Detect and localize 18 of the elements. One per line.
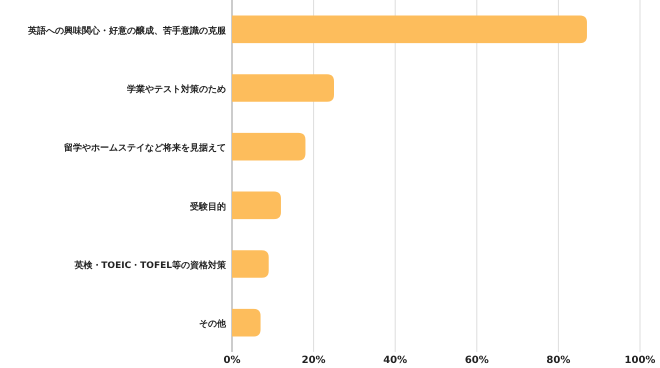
y-tick-label: 学業やテスト対策のため [127, 84, 226, 95]
y-tick-label: 留学やホームステイなど将来を見据えて [64, 142, 226, 154]
y-tick-label: その他 [199, 318, 227, 330]
y-tick-label: 英語への興味関心・好意の醸成、苦手意識の克服 [27, 25, 227, 36]
x-tick-label: 60% [464, 355, 489, 366]
bar [232, 132, 306, 160]
bar [232, 250, 269, 278]
bar [232, 192, 281, 220]
x-tick-label: 100% [624, 355, 656, 366]
x-tick-label: 40% [383, 355, 408, 366]
y-tick-label: 受験目的 [189, 201, 226, 212]
bar [232, 16, 587, 44]
x-tick-label: 20% [302, 355, 326, 366]
bar [232, 308, 261, 336]
x-tick-label: 0% [224, 355, 240, 366]
bar [232, 74, 334, 102]
y-tick-label: 英検・TOEIC・TOFEL等の資格対策 [73, 260, 227, 271]
x-tick-label: 80% [546, 355, 570, 366]
